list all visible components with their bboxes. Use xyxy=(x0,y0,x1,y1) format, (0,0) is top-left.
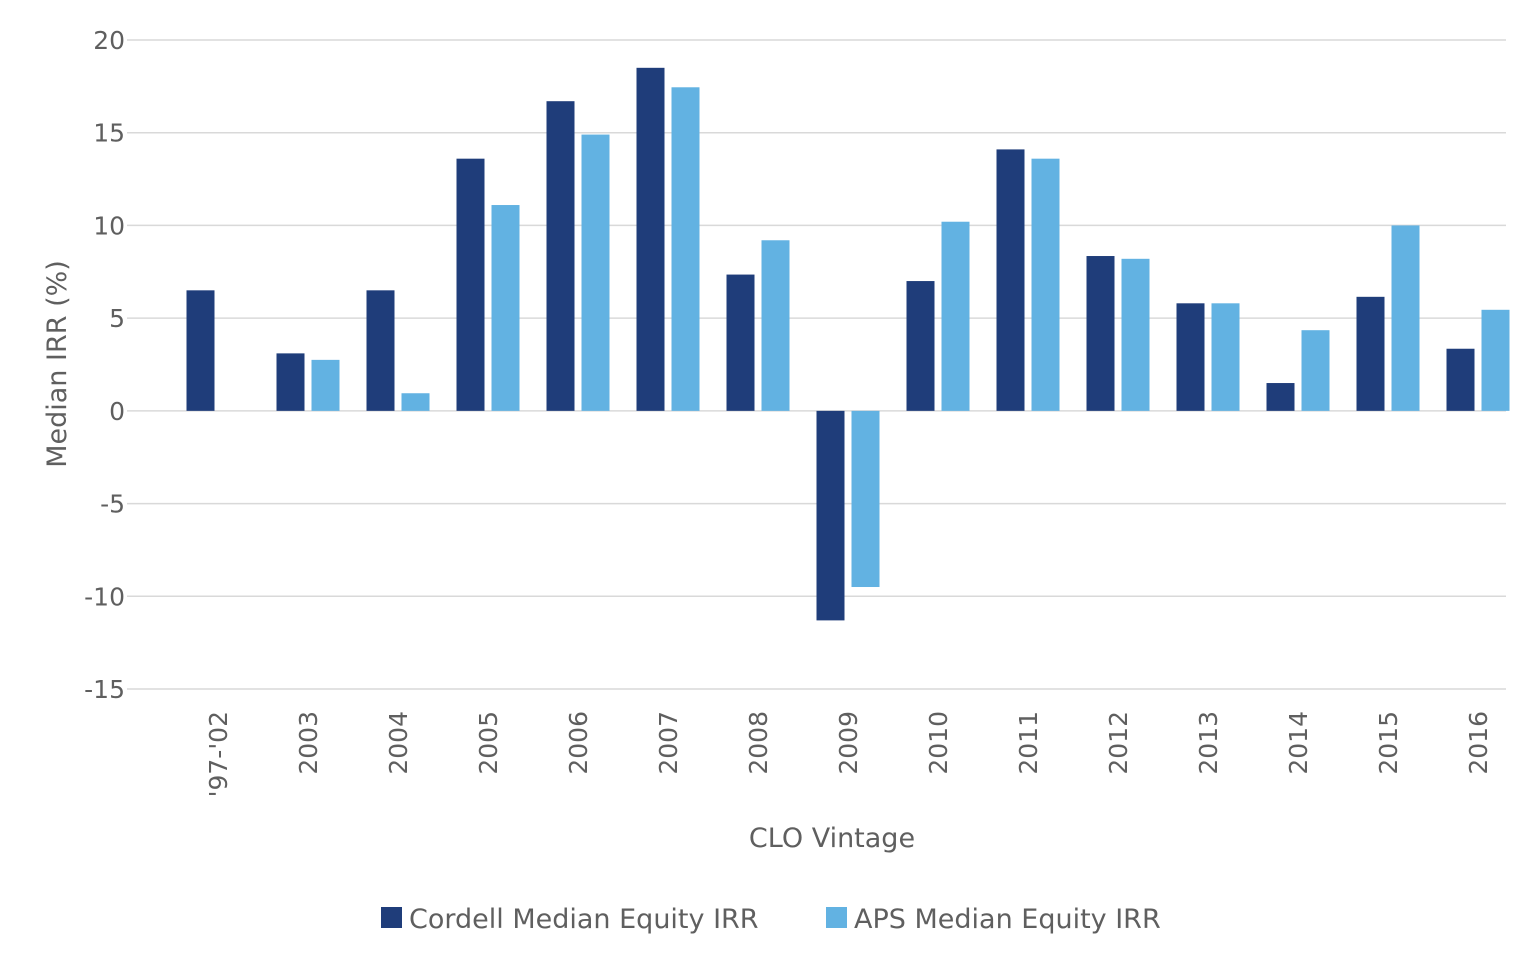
bar xyxy=(1446,348,1475,411)
x-tick-label: 2014 xyxy=(1284,711,1313,775)
bar xyxy=(1356,296,1385,411)
legend-swatch xyxy=(381,907,402,928)
x-tick-label: 2011 xyxy=(1014,711,1043,775)
x-axis-title: CLO Vintage xyxy=(749,823,915,854)
x-axis-ticks: '97-'02 2003 2004 2005 2006 2007 2008 2009 2010 2… xyxy=(204,711,1493,797)
x-tick-label: 2009 xyxy=(834,711,863,775)
bar xyxy=(401,393,430,411)
bar xyxy=(1121,258,1150,411)
y-tick-label: 15 xyxy=(93,119,125,148)
bar xyxy=(1266,383,1295,411)
x-tick-label: 2008 xyxy=(744,711,773,775)
bar xyxy=(761,240,790,411)
bar xyxy=(1481,309,1510,411)
x-tick-label: 2010 xyxy=(924,711,953,775)
x-tick-label: 2005 xyxy=(474,711,503,775)
bar xyxy=(1031,158,1060,411)
bar xyxy=(1211,303,1240,411)
x-tick-label: 2013 xyxy=(1194,711,1223,775)
x-tick-label: 2016 xyxy=(1464,711,1493,775)
x-tick-label: 2006 xyxy=(564,711,593,775)
bar xyxy=(996,149,1025,411)
bars xyxy=(186,67,1510,621)
y-tick-label: -15 xyxy=(84,675,125,704)
bar xyxy=(456,158,485,411)
y-tick-label: 10 xyxy=(93,211,125,240)
bar xyxy=(366,290,395,411)
bar xyxy=(311,359,340,411)
y-tick-label: -10 xyxy=(84,582,125,611)
x-tick-label: 2003 xyxy=(294,711,323,775)
x-tick-label: '97-'02 xyxy=(204,711,233,797)
bar xyxy=(1086,256,1115,411)
legend-label: APS Median Equity IRR xyxy=(854,904,1161,935)
bar xyxy=(186,290,215,411)
x-tick-label: 2004 xyxy=(384,711,413,775)
bar xyxy=(1176,303,1205,411)
legend-label: Cordell Median Equity IRR xyxy=(409,904,759,935)
y-tick-label: 0 xyxy=(109,397,125,426)
bar xyxy=(581,134,610,411)
y-axis-title: Median IRR (%) xyxy=(42,260,73,468)
x-tick-label: 2012 xyxy=(1104,711,1133,775)
bar xyxy=(851,410,880,588)
bar xyxy=(671,87,700,411)
x-tick-label: 2015 xyxy=(1374,711,1403,775)
bar xyxy=(816,410,845,621)
bar xyxy=(941,221,970,411)
bar xyxy=(491,205,520,411)
bar xyxy=(726,274,755,411)
y-tick-label: 20 xyxy=(93,26,125,55)
bar xyxy=(1391,225,1420,411)
y-tick-label: -5 xyxy=(100,490,125,519)
bar xyxy=(906,281,935,411)
bar xyxy=(636,67,665,411)
legend: Cordell Median Equity IRR APS Median Equi… xyxy=(381,904,1161,935)
y-axis-ticks: -15 -10 -5 0 5 10 15 20 xyxy=(84,26,125,704)
bar xyxy=(1301,330,1330,411)
y-tick-label: 5 xyxy=(109,304,125,333)
bar xyxy=(546,101,575,411)
bar xyxy=(276,353,305,411)
x-tick-label: 2007 xyxy=(654,711,683,775)
legend-swatch xyxy=(826,907,847,928)
